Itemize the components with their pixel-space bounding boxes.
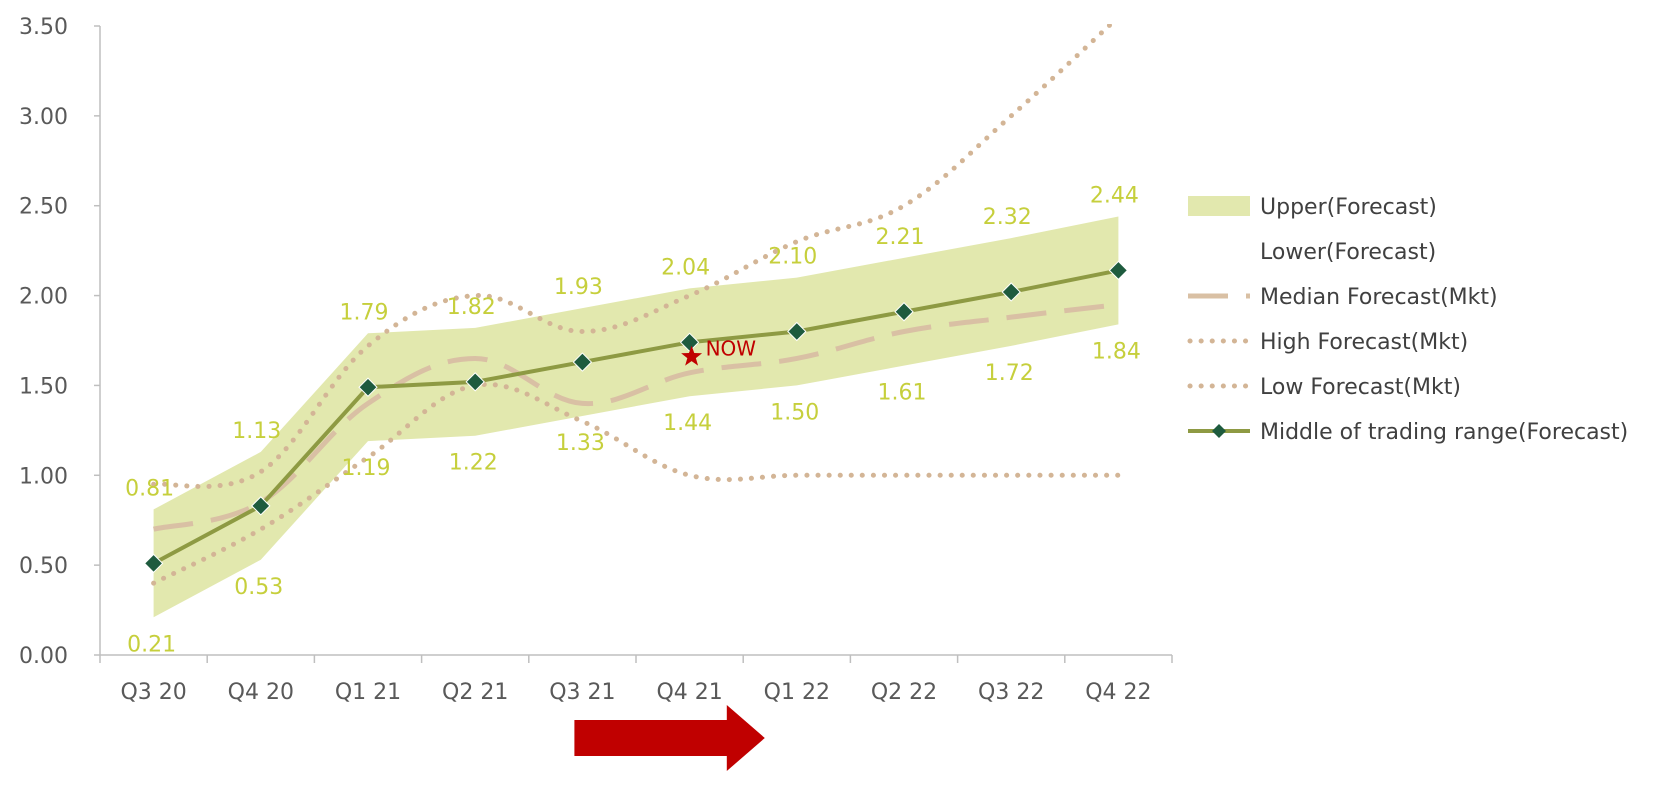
x-tick-label: Q1 21 [335, 680, 401, 705]
x-tick-label: Q3 22 [978, 680, 1044, 705]
legend-label-upper-forecast: Upper(Forecast) [1260, 195, 1437, 220]
lower-data-label: 1.50 [770, 400, 819, 425]
middle-point-marker [358, 377, 378, 397]
y-tick-label: 0.00 [19, 644, 68, 669]
x-tick-label: Q1 22 [764, 680, 830, 705]
lower-data-label: 1.72 [985, 361, 1034, 386]
upper-data-label: 2.10 [768, 245, 817, 270]
lower-data-label: 0.53 [234, 575, 283, 600]
middle-point-marker [572, 352, 593, 372]
upper-data-label: 1.79 [340, 300, 389, 325]
series-median-forecast [152, 302, 1119, 532]
x-tick-label: Q2 21 [442, 680, 508, 705]
upper-data-label: 1.93 [554, 275, 603, 300]
upper-data-label: 1.82 [447, 295, 496, 320]
series-low-forecast-mkt [151, 381, 1121, 586]
legend-marker-icon [1212, 424, 1226, 438]
legend-label-high-forecast-mkt: High Forecast(Mkt) [1260, 330, 1468, 355]
y-tick-label: 0.50 [19, 554, 68, 579]
x-tick-label: Q4 21 [656, 680, 722, 705]
middle-point-marker [787, 321, 807, 342]
upper-data-label: 2.21 [876, 225, 925, 250]
y-tick-label: 3.50 [19, 15, 68, 40]
series-group [151, 24, 1121, 586]
y-tick-label: 1.00 [19, 464, 68, 489]
now-star-icon [681, 345, 703, 366]
x-tick-label: Q3 20 [120, 680, 186, 705]
middle-point-marker [1108, 260, 1129, 281]
upper-data-label: 2.32 [983, 205, 1032, 230]
x-tick-label: Q4 20 [228, 680, 294, 705]
x-tick-label: Q3 21 [549, 680, 615, 705]
y-tick-label: 1.50 [19, 374, 68, 399]
middle-point-marker [1001, 282, 1021, 302]
y-tick-label: 3.00 [19, 105, 68, 130]
legend-label-lower-forecast: Lower(Forecast) [1260, 240, 1436, 265]
middle-point-marker [143, 553, 164, 574]
upper-data-label: 2.44 [1090, 183, 1139, 208]
x-tick-label: Q2 22 [871, 680, 937, 705]
middle-point-marker [465, 372, 485, 392]
middle-point-marker [251, 496, 271, 516]
upper-data-label: 2.04 [661, 255, 710, 280]
x-tick-label: Q4 22 [1085, 680, 1151, 705]
middle-point-marker [894, 302, 914, 322]
lower-data-label: 0.21 [127, 632, 176, 657]
legend-label-middle-of-trading-range-forecast: Middle of trading range(Forecast) [1260, 420, 1628, 445]
lower-data-label: 1.19 [342, 456, 391, 481]
now-label: NOW [706, 337, 757, 361]
y-tick-label: 2.00 [19, 285, 68, 310]
legend-label-low-forecast-mkt: Low Forecast(Mkt) [1260, 375, 1461, 400]
legend-swatch-upper-forecast [1188, 196, 1250, 216]
y-tick-label: 2.50 [19, 195, 68, 220]
lower-data-label: 1.44 [663, 411, 712, 436]
upper-data-label: 1.13 [232, 419, 281, 444]
lower-data-label: 1.33 [556, 431, 605, 456]
forecast-band [153, 216, 1119, 618]
lower-data-label: 1.61 [878, 381, 927, 406]
direction-arrow-icon [574, 705, 765, 771]
series-middle-of-trading-range [152, 268, 1119, 566]
lower-data-label: 1.84 [1092, 339, 1141, 364]
series-high-forecast-mkt [151, 24, 1115, 489]
legend-label-median-forecast-mkt: Median Forecast(Mkt) [1260, 285, 1498, 310]
lower-data-label: 1.22 [449, 451, 498, 476]
upper-data-label: 0.81 [125, 476, 174, 501]
